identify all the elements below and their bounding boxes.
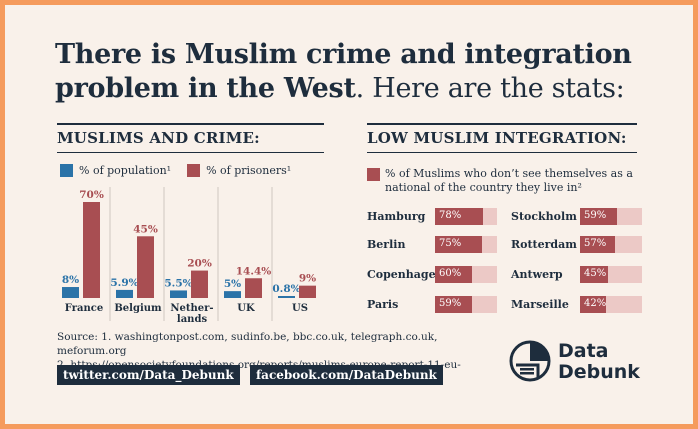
city-label: Stockholm (511, 210, 577, 223)
integration-top-rule (367, 123, 637, 125)
data-label: 20% (187, 258, 212, 270)
city-label: Rotterdam (511, 238, 577, 251)
integration-bar-label: 42% (584, 298, 607, 309)
data-label: 70% (79, 189, 104, 201)
integration-legend-text: % of Muslims who don’t see themselves as… (385, 167, 633, 194)
integration-bar-berlin: 75% (435, 236, 497, 253)
bar-france-population (62, 287, 79, 298)
data-label: 5.9% (110, 277, 138, 289)
category-label: Belgium (114, 303, 162, 314)
data-debunk-logo-icon (509, 340, 551, 382)
crime-top-rule (57, 123, 324, 125)
bar-nether-lands-prisoners (191, 270, 208, 298)
integration-bar-hamburg: 78% (435, 208, 497, 225)
category-label: lands (177, 314, 208, 325)
integration-bar-antwerp: 45% (580, 266, 642, 283)
bar-belgium-population (116, 289, 133, 298)
bar-uk-population (224, 291, 241, 298)
integration-bar-rotterdam: 57% (580, 236, 642, 253)
bar-us-prisoners (299, 285, 316, 298)
integration-bar-fill (435, 266, 473, 283)
crime-heading: MUSLIMS AND CRIME: (57, 129, 260, 147)
crime-bar-chart: 8% 70% France 5.9% 45% Belgium 5.5% 20% Nether-l… (62, 187, 316, 325)
population-swatch (60, 164, 73, 177)
prisoners-swatch (187, 164, 201, 177)
bar-us-population (278, 296, 295, 298)
source-line-1: Source: 1. washingtonpost.com, sudinfo.b… (57, 331, 438, 357)
crime-legend: % of population¹ % of prisoners¹ (60, 164, 291, 177)
city-label: Antwerp (511, 268, 563, 281)
bar-nether-lands-population (170, 290, 187, 298)
integration-bar-fill (580, 266, 608, 283)
data-label: 5% (224, 278, 241, 290)
data-label: 14.4% (236, 265, 272, 277)
integration-bar-label: 60% (439, 268, 462, 279)
integration-bar-fill (580, 296, 607, 313)
legend-prisoners: % of prisoners¹ (206, 164, 292, 177)
brand-line-1: Data (558, 340, 609, 362)
data-label: 9% (299, 273, 316, 285)
facebook-link[interactable]: facebook.com/DataDebunk (250, 365, 443, 385)
integration-bar-label: 57% (584, 238, 607, 249)
city-label: Copenhagen (367, 268, 444, 281)
page-title: There is Muslim crime and integration pr… (55, 38, 655, 106)
bar-uk-prisoners (245, 278, 262, 298)
integration-bar-label: 59% (584, 210, 607, 221)
integration-bar-fill (435, 296, 472, 313)
title-light: . Here are the stats: (355, 73, 625, 104)
integration-bar-label: 75% (439, 238, 462, 249)
crime-bottom-rule (57, 152, 324, 153)
integration-bar-label: 78% (439, 210, 462, 221)
twitter-link[interactable]: twitter.com/Data_Debunk (57, 365, 240, 385)
title-bold: There is Muslim crime and integration pr… (55, 39, 632, 104)
category-label: UK (237, 303, 255, 314)
integration-legend: % of Muslims who don’t see themselves as… (367, 167, 657, 195)
integration-bar-fill (580, 236, 616, 253)
city-label: Marseille (511, 298, 569, 311)
data-label: 0.8% (272, 283, 300, 295)
integration-bar-label: 59% (439, 298, 462, 309)
city-label: Hamburg (367, 210, 426, 223)
bar-belgium-prisoners (137, 236, 154, 298)
city-label: Berlin (367, 238, 406, 251)
legend-population: % of population¹ (79, 164, 172, 177)
integration-bar-fill (435, 208, 484, 225)
brand-name: Data Debunk (558, 341, 640, 383)
brand-line-2: Debunk (558, 361, 640, 383)
category-label: France (65, 303, 103, 314)
integration-bar-copenhagen: 60% (435, 266, 497, 283)
data-label: 45% (133, 223, 158, 235)
integration-swatch (367, 168, 380, 181)
data-label: 8% (62, 274, 79, 286)
integration-heading: LOW MUSLIM INTEGRATION: (367, 129, 627, 147)
bar-france-prisoners (83, 202, 100, 298)
integration-bar-fill (580, 208, 617, 225)
integration-bar-label: 45% (584, 268, 607, 279)
data-label: 5.5% (164, 277, 192, 289)
integration-bar-paris: 59% (435, 296, 497, 313)
integration-bottom-rule (367, 152, 637, 153)
integration-bar-fill (435, 236, 482, 253)
category-label: Nether- (170, 303, 213, 314)
infographic-frame (5, 5, 693, 424)
city-label: Paris (367, 298, 399, 311)
integration-bar-marseille: 42% (580, 296, 642, 313)
category-label: US (292, 303, 308, 314)
integration-bar-stockholm: 59% (580, 208, 642, 225)
